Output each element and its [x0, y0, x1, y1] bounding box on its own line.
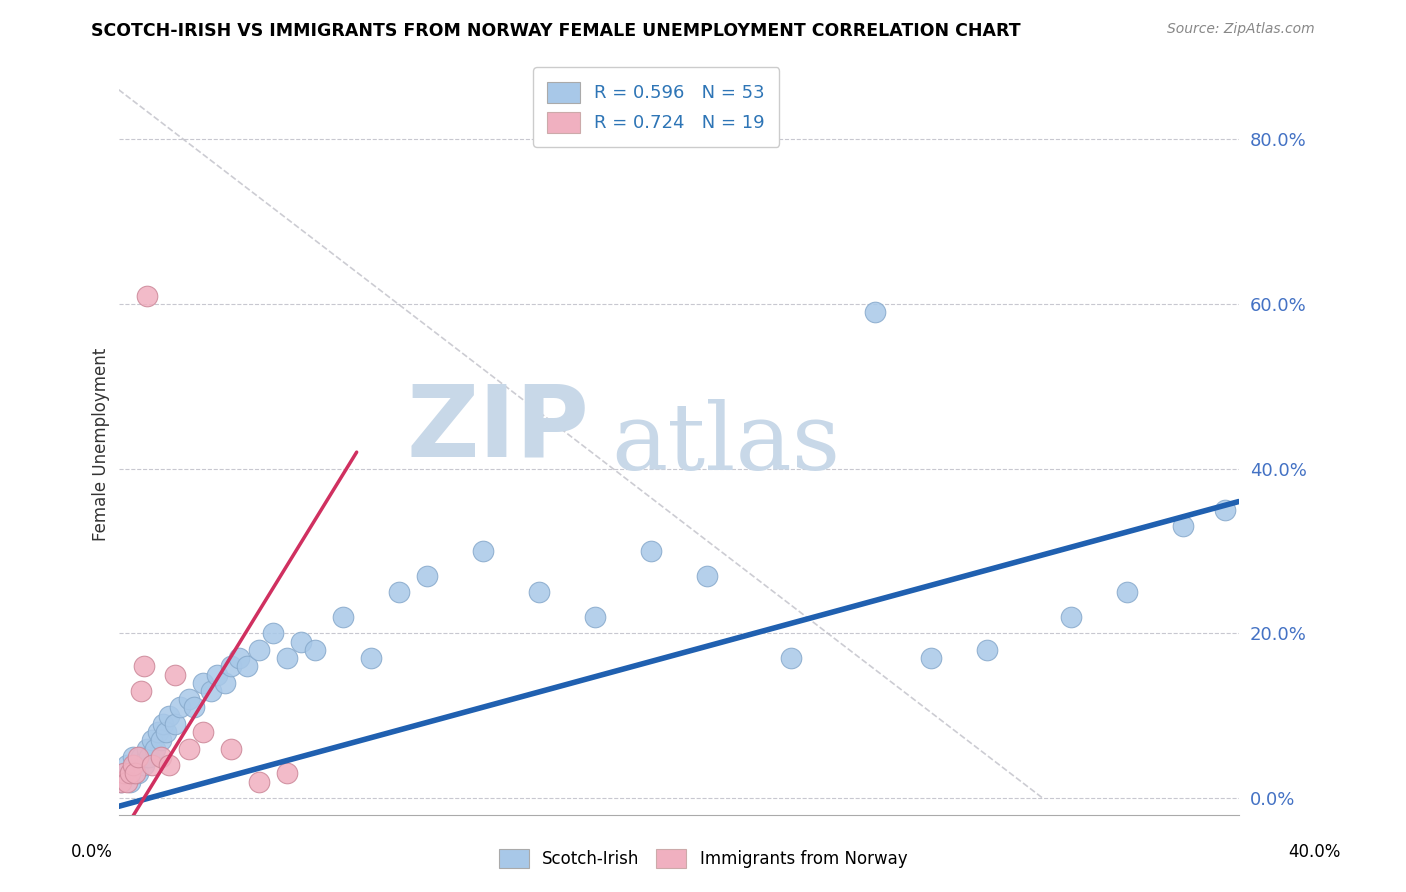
Point [471, 544, 494, 558]
Point [640, 544, 662, 558]
Point [112, 766, 135, 780]
Point [121, 766, 143, 780]
Point [236, 659, 259, 673]
Point [118, 774, 141, 789]
Point [163, 717, 186, 731]
Point [118, 766, 141, 780]
Legend: Scotch-Irish, Immigrants from Norway: Scotch-Irish, Immigrants from Norway [492, 842, 914, 875]
Point [247, 642, 270, 657]
Point [124, 758, 146, 772]
Text: atlas: atlas [612, 399, 841, 489]
Point [276, 766, 298, 780]
Point [205, 667, 228, 681]
Point [219, 741, 242, 756]
Point [290, 634, 312, 648]
Point [115, 758, 138, 772]
Point [155, 725, 177, 739]
Point [1059, 610, 1081, 624]
Point [1115, 585, 1137, 599]
Point [121, 750, 143, 764]
Point [132, 758, 155, 772]
Point [129, 750, 152, 764]
Point [976, 642, 998, 657]
Point [527, 585, 550, 599]
Point [115, 774, 138, 789]
Point [1213, 503, 1236, 517]
Point [112, 766, 135, 780]
Point [360, 651, 382, 665]
Point [135, 741, 157, 756]
Text: Source: ZipAtlas.com: Source: ZipAtlas.com [1167, 22, 1315, 37]
Point [110, 774, 132, 789]
Point [863, 305, 886, 319]
Point [141, 733, 163, 747]
Point [332, 610, 354, 624]
Point [920, 651, 942, 665]
Point [121, 758, 143, 772]
Point [177, 692, 200, 706]
Point [129, 684, 152, 698]
Text: SCOTCH-IRISH VS IMMIGRANTS FROM NORWAY FEMALE UNEMPLOYMENT CORRELATION CHART: SCOTCH-IRISH VS IMMIGRANTS FROM NORWAY F… [91, 22, 1021, 40]
Point [304, 642, 326, 657]
Point [583, 610, 606, 624]
Point [262, 626, 284, 640]
Point [276, 651, 298, 665]
Point [1171, 519, 1194, 533]
Point [214, 675, 236, 690]
Text: 40.0%: 40.0% [1288, 843, 1341, 861]
Point [779, 651, 801, 665]
Point [110, 774, 132, 789]
Point [143, 741, 166, 756]
Point [132, 659, 155, 673]
Point [247, 774, 270, 789]
Point [135, 750, 157, 764]
Point [177, 741, 200, 756]
Point [200, 684, 222, 698]
Point [157, 708, 180, 723]
Point [141, 758, 163, 772]
Point [152, 717, 174, 731]
Point [157, 758, 180, 772]
Point [146, 725, 169, 739]
Point [163, 667, 186, 681]
Point [124, 766, 146, 780]
Point [149, 733, 172, 747]
Point [127, 750, 149, 764]
Text: 0.0%: 0.0% [70, 843, 112, 861]
Point [191, 675, 214, 690]
Point [183, 700, 205, 714]
Point [219, 659, 242, 673]
Y-axis label: Female Unemployment: Female Unemployment [93, 347, 110, 541]
Point [169, 700, 191, 714]
Point [696, 568, 718, 582]
Point [191, 725, 214, 739]
Text: ZIP: ZIP [406, 381, 589, 477]
Legend: R = 0.596   N = 53, R = 0.724   N = 19: R = 0.596 N = 53, R = 0.724 N = 19 [533, 68, 779, 147]
Point [135, 288, 157, 302]
Point [127, 766, 149, 780]
Point [415, 568, 437, 582]
Point [149, 750, 172, 764]
Point [138, 750, 160, 764]
Point [228, 651, 250, 665]
Point [388, 585, 411, 599]
